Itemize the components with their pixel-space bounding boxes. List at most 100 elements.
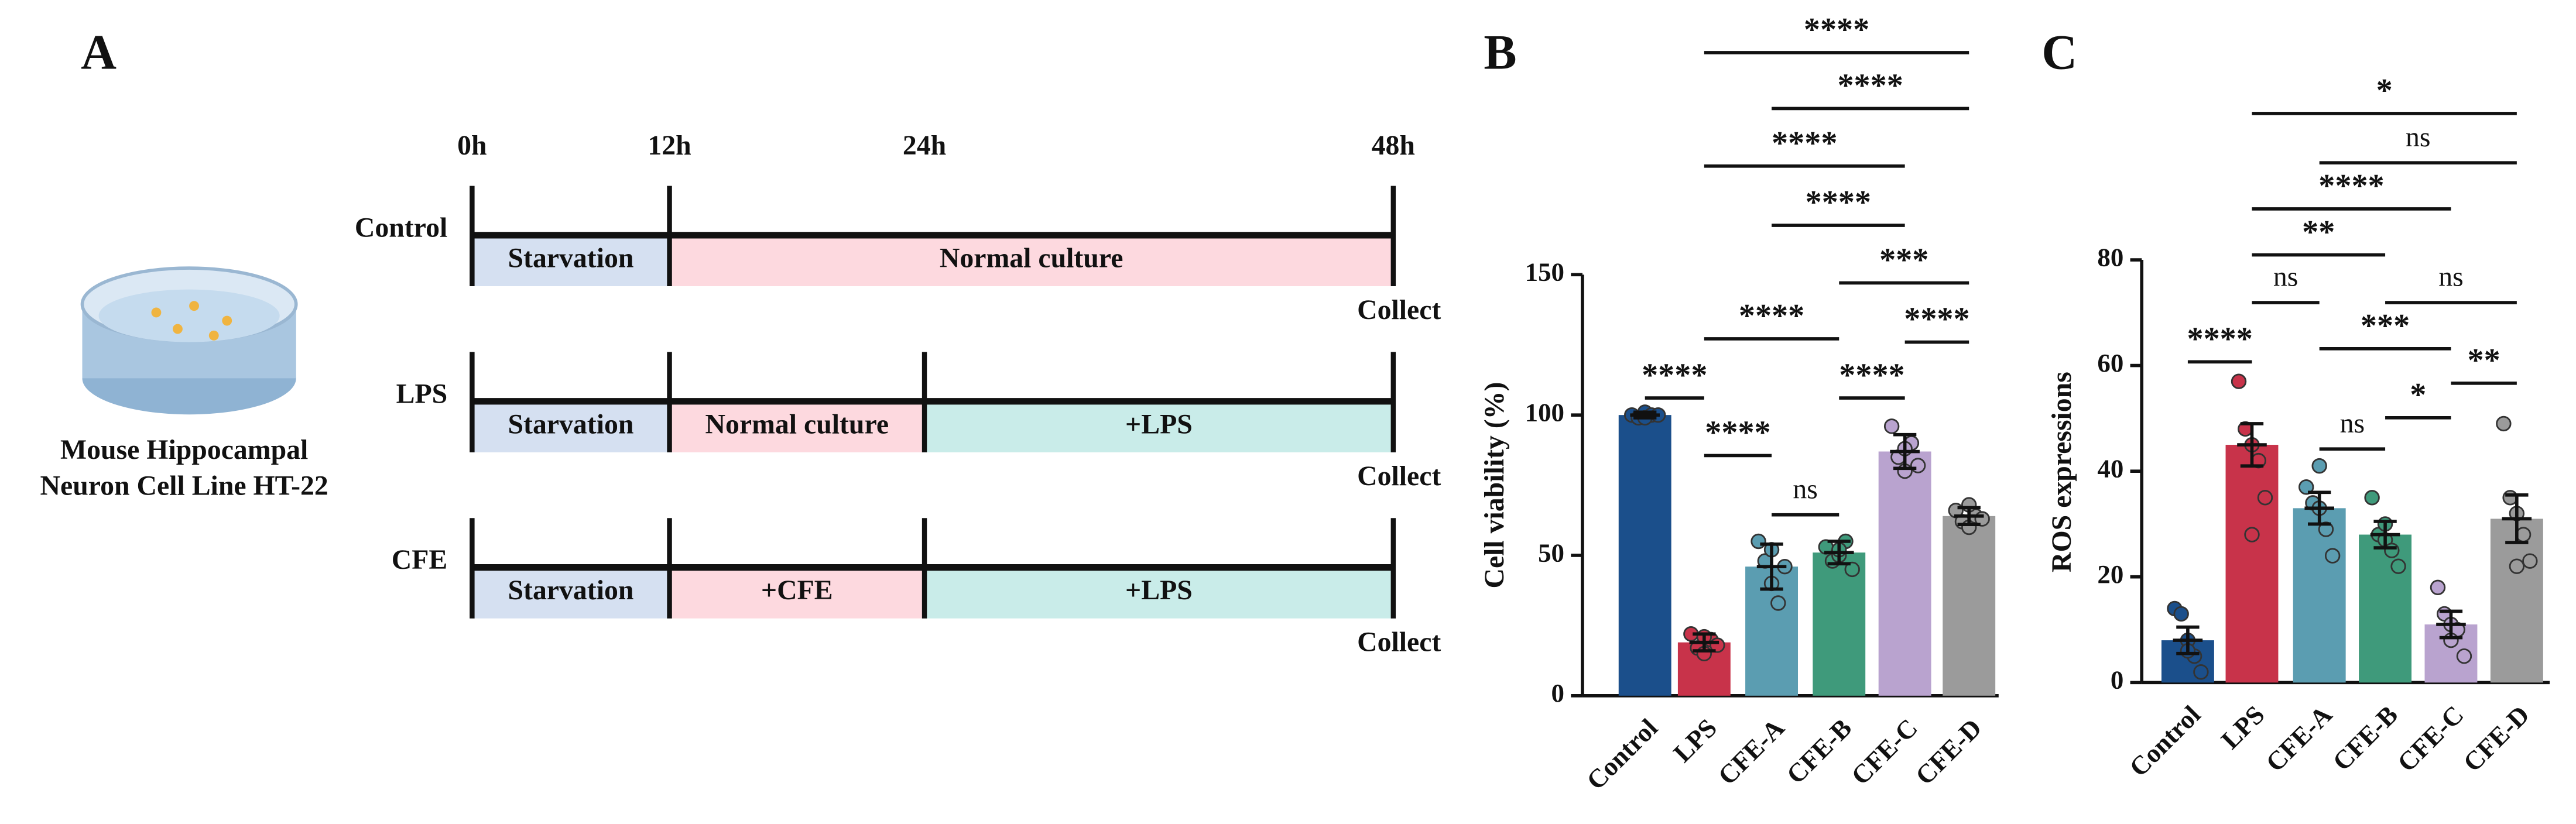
data-point [2298,479,2314,495]
x-tick-label: Control [1581,713,1663,795]
error-bar [1954,506,1984,527]
phase-box [472,401,670,452]
data-point [2430,579,2446,596]
significance-label: ns [2273,262,2298,293]
significance-label: **** [1904,301,1969,338]
error-bar [1824,540,1854,566]
data-point [2173,606,2189,622]
error-bar [1890,432,1920,471]
x-tick-label: CFE-C [2392,700,2469,777]
error-bar [2304,490,2334,526]
panel-letter: C [2041,26,2077,80]
data-point [2231,373,2247,389]
data-point [2244,527,2260,543]
row-label: CFE [392,544,448,575]
data-point [2522,553,2538,569]
x-tick-label: CFE-A [2260,700,2338,778]
phase-box [472,567,670,619]
significance-label: **** [1837,68,1903,104]
significance-label: ** [2468,342,2500,379]
row-label: LPS [396,378,448,409]
caption: Neuron Cell Line HT-22 [40,471,328,502]
y-tick-label: 20 [2097,559,2123,589]
data-point [2311,458,2327,474]
time-label: 0h [457,130,487,161]
data-point [1910,458,1926,473]
row-label: Control [355,212,447,243]
phase-box [924,401,1393,452]
significance-label: *** [2361,308,2410,344]
significance-label: ns [2340,408,2365,439]
error-bar [1630,410,1660,420]
bar [2490,519,2543,683]
x-tick-label: LPS [1667,713,1722,768]
data-point [2384,543,2400,558]
end-label: Collect [1357,627,1441,658]
data-point [2324,548,2341,564]
data-point [2456,648,2472,664]
error-bar [2237,422,2267,468]
significance-label: **** [1839,357,1904,393]
significance-label: **** [1804,12,1869,48]
data-point [2257,490,2273,506]
phase-box [669,567,925,619]
significance-label: *** [1879,242,1928,279]
bar [1618,415,1671,696]
data-point [2515,527,2532,543]
x-tick-label: LPS [2215,700,2270,755]
panel-letter: A [81,26,117,80]
x-tick-label: CFE-C [1845,713,1923,790]
caption: Mouse Hippocampal [60,434,308,465]
x-tick-label: CFE-B [2327,700,2404,777]
y-tick-label: 0 [2111,665,2123,695]
significance-label: **** [2187,321,2253,357]
time-label: 48h [1372,130,1415,161]
phase-label: Starvation [508,575,634,606]
data-point [1844,561,1860,578]
bar [2293,508,2346,683]
data-point [2193,664,2209,680]
data-point [2496,416,2512,432]
end-label: Collect [1357,294,1441,325]
phase-label: Starvation [508,242,634,273]
bar [2359,534,2412,683]
significance-label: **** [2318,168,2384,204]
error-bar [2370,520,2400,550]
significance-label: **** [1739,298,1804,334]
significance-label: ** [2302,214,2335,250]
significance-label: **** [1642,357,1707,393]
y-axis-label: Cell viability (%) [1479,382,1510,589]
error-bar [1689,632,1719,653]
significance-label: ns [1793,473,1817,504]
data-point [2364,490,2380,506]
y-tick-label: 0 [1551,678,1564,708]
phase-label: Normal culture [705,408,889,440]
phase-box [472,235,670,287]
y-tick-label: 50 [1538,538,1564,567]
y-tick-label: 60 [2097,348,2123,377]
error-bar [1756,542,1787,591]
phase-box [924,567,1393,619]
data-point [2509,558,2525,574]
error-bar [2436,609,2466,640]
phase-label: +LPS [1125,575,1193,606]
y-tick-label: 80 [2097,242,2123,272]
error-bar [2502,493,2532,544]
phase-box [669,235,1393,287]
x-tick-label: CFE-A [1712,713,1790,791]
phase-label: Normal culture [940,242,1123,273]
significance-label: * [2410,377,2426,413]
significance-label: **** [1705,415,1770,451]
bar [1878,451,1931,696]
bar [2225,445,2279,683]
dish-icon [80,266,298,415]
x-tick-label: Control [2123,700,2206,782]
end-label: Collect [1357,461,1441,492]
significance-label: **** [1772,125,1837,162]
data-point [2390,558,2406,574]
significance-label: **** [1806,184,1871,221]
significance-label: * [2376,73,2393,109]
bar [1943,516,1996,696]
y-tick-label: 40 [2097,454,2123,483]
